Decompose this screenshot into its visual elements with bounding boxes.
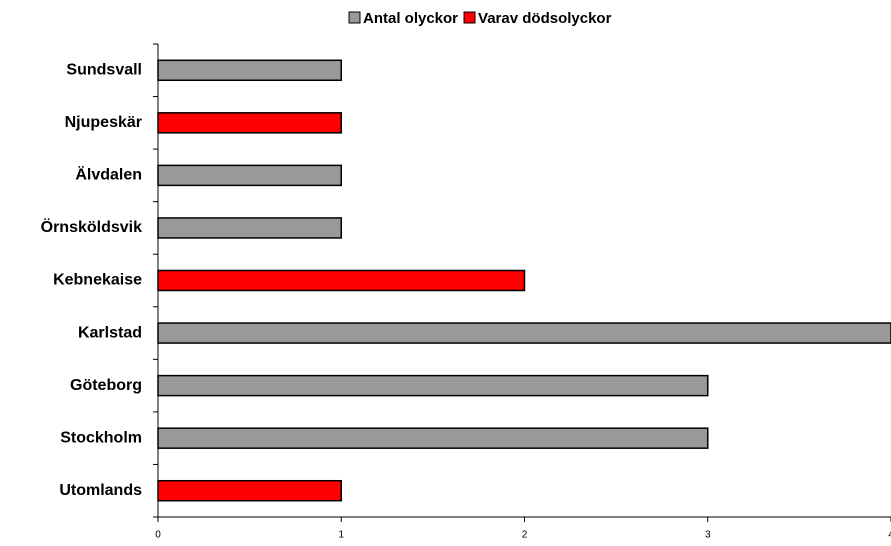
legend-label: Antal olyckor [363, 10, 458, 27]
y-tick-label: Örnsköldsvik [41, 217, 142, 236]
bar [157, 217, 342, 239]
legend-label: Varav dödsolyckor [478, 10, 612, 27]
y-tick-label: Karlstad [78, 324, 142, 341]
y-tick-label: Göteborg [70, 377, 142, 394]
x-tick-label: 0 [155, 530, 161, 541]
y-tick-label: Utomlands [59, 482, 142, 499]
y-tick-label: Njupeskär [65, 114, 142, 131]
bar [157, 59, 342, 82]
bar [157, 112, 342, 134]
y-tick-label: Sundsvall [66, 61, 142, 78]
x-tick-label: 4 [888, 530, 891, 541]
bar [157, 322, 891, 344]
bar [157, 164, 342, 187]
legend-swatch [463, 11, 476, 24]
bar [157, 374, 709, 397]
bar [157, 427, 709, 449]
x-tick-label: 1 [338, 530, 344, 541]
bar [157, 269, 526, 292]
y-tick-label: Kebnekaise [53, 272, 142, 289]
y-tick-label: Stockholm [60, 429, 142, 446]
x-tick-label: 2 [522, 530, 528, 541]
bar [157, 479, 342, 502]
x-tick-label: 3 [705, 530, 711, 541]
y-tick-label: Älvdalen [75, 166, 142, 184]
legend-swatch [348, 11, 361, 24]
